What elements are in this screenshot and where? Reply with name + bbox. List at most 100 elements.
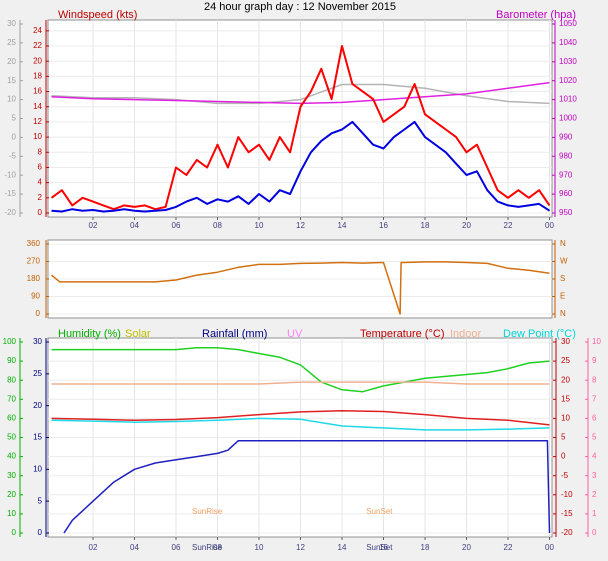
y-tick-label: 0 (12, 528, 17, 537)
y-tick-label: 20 (561, 375, 570, 384)
chart-title: 24 hour graph day : 12 November 2015 (204, 1, 396, 13)
y-tick-label: 1030 (559, 57, 577, 66)
legend-entry: Rainfall (mm) (202, 328, 267, 340)
x-tick-label: 02 (89, 543, 98, 552)
y-tick-label: 1000 (559, 114, 577, 123)
annotation: SunRise (192, 543, 223, 552)
y-tick-label: 5 (12, 114, 17, 123)
x-tick-label: 22 (504, 221, 513, 230)
x-tick-label: 16 (379, 543, 388, 552)
y-tick-label: 90 (31, 292, 40, 301)
y-tick-label: 10 (561, 414, 570, 423)
x-tick-label: 20 (462, 221, 471, 230)
y-tick-label: 980 (559, 151, 573, 160)
y-tick-label: 270 (27, 257, 41, 266)
series-line (63, 439, 551, 534)
y-tick-label: 9 (592, 356, 597, 365)
x-tick-label: 12 (296, 543, 305, 552)
y-tick-label: 10 (7, 95, 16, 104)
y-tick-label: -5 (9, 151, 17, 160)
y-tick-label: 30 (33, 337, 42, 346)
y-tick-label: N (560, 309, 566, 318)
x-tick-label: 22 (504, 543, 513, 552)
y-tick-label: 24 (33, 26, 42, 35)
y-tick-label: 70 (7, 394, 16, 403)
y-tick-label: 0 (592, 528, 597, 537)
y-tick-label: 4 (592, 452, 597, 461)
y-tick-label: -10 (4, 170, 16, 179)
x-tick-label: 14 (338, 221, 347, 230)
legend-entry: Temperature (°C) (360, 328, 444, 340)
x-tick-label: 18 (421, 543, 430, 552)
y-tick-label: 20 (33, 56, 42, 65)
y-tick-label: 6 (38, 163, 43, 172)
y-tick-label: 15 (561, 394, 570, 403)
y-tick-label: 6 (592, 414, 597, 423)
x-tick-label: 10 (255, 221, 264, 230)
y-tick-label: 60 (7, 414, 16, 423)
y-tick-label: 5 (592, 433, 597, 442)
y-tick-label: -20 (4, 208, 16, 217)
y-tick-label: 8 (38, 147, 43, 156)
y-tick-label: 360 (27, 239, 41, 248)
y-tick-label: 950 (559, 208, 573, 217)
y-tick-label: 5 (561, 433, 566, 442)
x-tick-label: 12 (296, 221, 305, 230)
x-tick-label: 00 (545, 543, 554, 552)
x-tick-label: 04 (130, 543, 139, 552)
x-tick-label: 06 (172, 221, 181, 230)
y-tick-label: 40 (7, 452, 16, 461)
y-tick-label: 1040 (559, 38, 577, 47)
barometer-label: Barometer (hpa) (496, 9, 576, 21)
series-line (51, 120, 551, 213)
legend-entry: Indoor (450, 328, 482, 340)
y-tick-label: 2 (38, 193, 43, 202)
annotation: SunSet (366, 507, 393, 516)
y-tick-label: 0 (36, 309, 41, 318)
y-tick-label: 50 (7, 433, 16, 442)
y-tick-label: 15 (33, 433, 42, 442)
series-line (51, 81, 550, 105)
legend-entry: Humidity (%) (58, 328, 121, 340)
y-tick-label: 22 (33, 41, 42, 50)
x-tick-label: 08 (213, 221, 222, 230)
x-tick-label: 06 (172, 543, 181, 552)
y-tick-label: 1 (592, 509, 597, 518)
y-tick-label: 180 (27, 274, 41, 283)
y-tick-label: 30 (7, 19, 16, 28)
x-tick-label: 16 (379, 221, 388, 230)
y-tick-label: 20 (7, 490, 16, 499)
series-line (51, 410, 550, 426)
x-tick-label: 02 (89, 221, 98, 230)
legend-entry: Solar (125, 328, 151, 340)
y-tick-label: 7 (592, 394, 597, 403)
y-tick-label: S (560, 274, 565, 283)
y-tick-label: 12 (33, 117, 42, 126)
y-tick-label: -15 (561, 509, 573, 518)
y-tick-label: N (560, 239, 566, 248)
y-tick-label: -5 (561, 471, 569, 480)
y-tick-label: 0 (38, 208, 43, 217)
y-tick-label: 10 (592, 337, 601, 346)
series-line (51, 261, 550, 315)
y-tick-label: 20 (33, 401, 42, 410)
y-tick-label: 16 (33, 87, 42, 96)
x-tick-label: 08 (213, 543, 222, 552)
y-tick-label: 20 (7, 57, 16, 66)
y-tick-label: -20 (561, 528, 573, 537)
y-tick-label: 1010 (559, 95, 577, 104)
y-tick-label: 5 (38, 496, 43, 505)
series-line (51, 417, 550, 431)
y-tick-label: 1050 (559, 19, 577, 28)
y-tick-label: 30 (7, 471, 16, 480)
y-tick-label: 0 (12, 133, 17, 142)
x-tick-label: 00 (545, 221, 554, 230)
y-tick-label: 2 (592, 490, 597, 499)
series-line (51, 381, 550, 385)
wind-label: Windspeed (kts) (58, 9, 137, 21)
annotation: SunRise (192, 507, 223, 516)
y-tick-label: 3 (592, 471, 597, 480)
y-tick-label: 10 (33, 132, 42, 141)
y-tick-label: 4 (38, 178, 43, 187)
